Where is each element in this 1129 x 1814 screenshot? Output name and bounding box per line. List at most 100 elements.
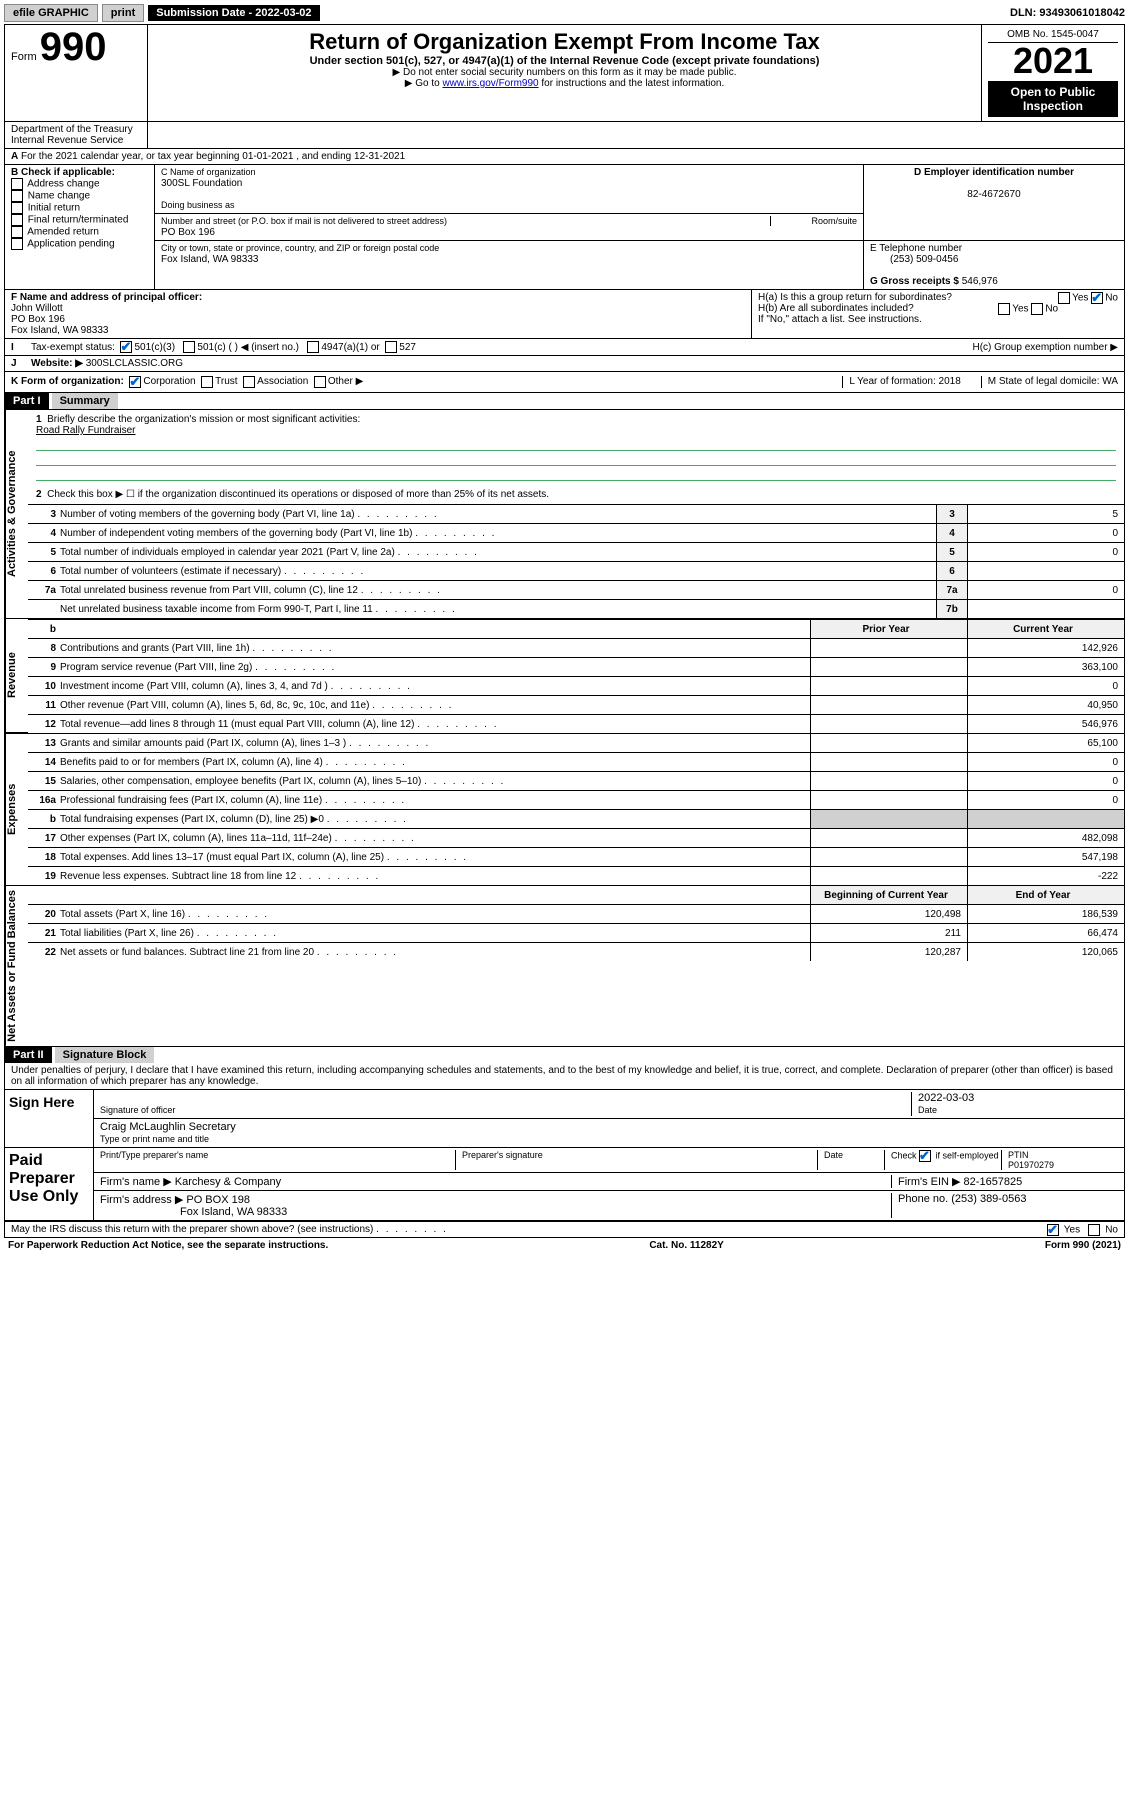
- efile-button[interactable]: efile GRAPHIC: [4, 4, 98, 22]
- cb-name-change[interactable]: [11, 190, 23, 202]
- form-header: Form 990 Return of Organization Exempt F…: [5, 25, 1124, 122]
- print-button[interactable]: print: [102, 4, 144, 22]
- line-10: 10Investment income (Part VIII, column (…: [28, 677, 1124, 696]
- sig-officer-label: Signature of officer: [100, 1105, 175, 1115]
- officer-addr2: Fox Island, WA 98333: [11, 325, 108, 336]
- prep-name-label: Print/Type preparer's name: [100, 1150, 455, 1170]
- officer-name: John Willott: [11, 303, 63, 314]
- i-label: Tax-exempt status:: [31, 342, 115, 353]
- cb-initial-return[interactable]: [11, 202, 23, 214]
- dln-text: DLN: 93493061018042: [1010, 7, 1125, 19]
- q2-text: Check this box ▶ ☐ if the organization d…: [47, 489, 549, 500]
- q1-text: Briefly describe the organization's miss…: [47, 414, 360, 425]
- d-label: D Employer identification number: [914, 167, 1074, 178]
- inspection-badge: Open to Public Inspection: [988, 81, 1118, 117]
- irs-link[interactable]: www.irs.gov/Form990: [442, 78, 538, 89]
- line-19: 19Revenue less expenses. Subtract line 1…: [28, 867, 1124, 885]
- cb-trust[interactable]: [201, 376, 213, 388]
- city-val: Fox Island, WA 98333: [161, 254, 258, 265]
- line-20: 20Total assets (Part X, line 16) 120,498…: [28, 905, 1124, 924]
- vlabel-netassets: Net Assets or Fund Balances: [5, 886, 28, 1046]
- cb-hb-no[interactable]: [1031, 303, 1043, 315]
- subtitle-3: ▶ Go to www.irs.gov/Form990 for instruct…: [154, 78, 975, 89]
- address-grid: B Check if applicable: Address change Na…: [5, 165, 1124, 290]
- mission-text: Road Rally Fundraiser: [36, 425, 136, 436]
- line-b: bTotal fundraising expenses (Part IX, co…: [28, 810, 1124, 829]
- cb-527[interactable]: [385, 341, 397, 353]
- line-21: 21Total liabilities (Part X, line 26) 21…: [28, 924, 1124, 943]
- dept-treasury: Department of the Treasury Internal Reve…: [5, 122, 148, 148]
- vlabel-expenses: Expenses: [5, 734, 28, 885]
- vlabel-governance: Activities & Governance: [5, 410, 28, 618]
- city-label: City or town, state or province, country…: [161, 243, 439, 253]
- rev-hdr-num: b: [28, 624, 60, 635]
- website-val: 300SLCLASSIC.ORG: [86, 358, 183, 369]
- cb-4947[interactable]: [307, 341, 319, 353]
- tax-year: 2021: [988, 43, 1118, 79]
- line-13: 13Grants and similar amounts paid (Part …: [28, 734, 1124, 753]
- subtitle-1: Under section 501(c), 527, or 4947(a)(1)…: [154, 55, 975, 67]
- part-i-hdr: Part I: [5, 393, 49, 409]
- begin-year-hdr: Beginning of Current Year: [810, 886, 967, 904]
- end-year-hdr: End of Year: [967, 886, 1124, 904]
- cb-501c[interactable]: [183, 341, 195, 353]
- sig-date-label: Date: [918, 1105, 937, 1115]
- cb-address-change[interactable]: [11, 178, 23, 190]
- hc-text: H(c) Group exemption number ▶: [972, 342, 1118, 353]
- prior-year-hdr: Prior Year: [810, 620, 967, 638]
- cb-self-employed[interactable]: [919, 1150, 931, 1162]
- period-row: A For the 2021 calendar year, or tax yea…: [5, 149, 1124, 165]
- part-ii-hdr: Part II: [5, 1047, 52, 1063]
- line-17: 17Other expenses (Part IX, column (A), l…: [28, 829, 1124, 848]
- cb-other[interactable]: [314, 376, 326, 388]
- firm-ein: Firm's EIN ▶ 82-1657825: [891, 1175, 1118, 1188]
- form-number: 990: [40, 25, 107, 69]
- line-11: 11Other revenue (Part VIII, column (A), …: [28, 696, 1124, 715]
- dba-label: Doing business as: [161, 200, 235, 210]
- ein-value: 82-4672670: [967, 189, 1020, 200]
- cb-ha-no[interactable]: [1091, 292, 1103, 304]
- form-word: Form: [11, 51, 37, 63]
- prep-date-label: Date: [817, 1150, 884, 1170]
- ha-text: H(a) Is this a group return for subordin…: [758, 292, 952, 303]
- cb-amended[interactable]: [11, 226, 23, 238]
- firm-addr2: Fox Island, WA 98333: [100, 1206, 287, 1218]
- vlabel-revenue: Revenue: [5, 619, 28, 733]
- line-3: 3Number of voting members of the governi…: [28, 505, 1124, 524]
- paperwork-notice: For Paperwork Reduction Act Notice, see …: [8, 1240, 328, 1251]
- c-name-label: C Name of organization: [161, 167, 256, 177]
- cb-501c3[interactable]: [120, 341, 132, 353]
- cb-ha-yes[interactable]: [1058, 292, 1070, 304]
- cat-no: Cat. No. 11282Y: [649, 1240, 723, 1251]
- sign-here-label: Sign Here: [5, 1090, 94, 1147]
- cb-discuss-no[interactable]: [1088, 1224, 1100, 1236]
- l-year: L Year of formation: 2018: [842, 376, 960, 388]
- discuss-q: May the IRS discuss this return with the…: [11, 1224, 373, 1235]
- gross-receipts: 546,976: [962, 276, 998, 287]
- line-15: 15Salaries, other compensation, employee…: [28, 772, 1124, 791]
- declaration-text: Under penalties of perjury, I declare th…: [5, 1063, 1124, 1090]
- phone-val: (253) 509-0456: [870, 254, 958, 265]
- cb-assoc[interactable]: [243, 376, 255, 388]
- officer-name-title: Craig McLaughlin Secretary: [100, 1121, 236, 1133]
- line-5: 5Total number of individuals employed in…: [28, 543, 1124, 562]
- street-addr: PO Box 196: [161, 227, 215, 238]
- cb-final-return[interactable]: [11, 214, 23, 226]
- part-ii-title: Signature Block: [55, 1047, 155, 1063]
- cb-discuss-yes[interactable]: [1047, 1224, 1059, 1236]
- line-x: Net unrelated business taxable income fr…: [28, 600, 1124, 618]
- line-12: 12Total revenue—add lines 8 through 11 (…: [28, 715, 1124, 733]
- officer-addr1: PO Box 196: [11, 314, 65, 325]
- line-22: 22Net assets or fund balances. Subtract …: [28, 943, 1124, 961]
- form-title: Return of Organization Exempt From Incom…: [154, 29, 975, 55]
- line-8: 8Contributions and grants (Part VIII, li…: [28, 639, 1124, 658]
- cb-app-pending[interactable]: [11, 238, 23, 250]
- curr-year-hdr: Current Year: [967, 620, 1124, 638]
- prep-sig-label: Preparer's signature: [455, 1150, 817, 1170]
- room-label: Room/suite: [770, 216, 857, 226]
- cb-hb-yes[interactable]: [998, 303, 1010, 315]
- hb-text: H(b) Are all subordinates included?: [758, 303, 914, 314]
- footer: For Paperwork Reduction Act Notice, see …: [4, 1238, 1125, 1253]
- cb-corp[interactable]: [129, 376, 141, 388]
- line-9: 9Program service revenue (Part VIII, lin…: [28, 658, 1124, 677]
